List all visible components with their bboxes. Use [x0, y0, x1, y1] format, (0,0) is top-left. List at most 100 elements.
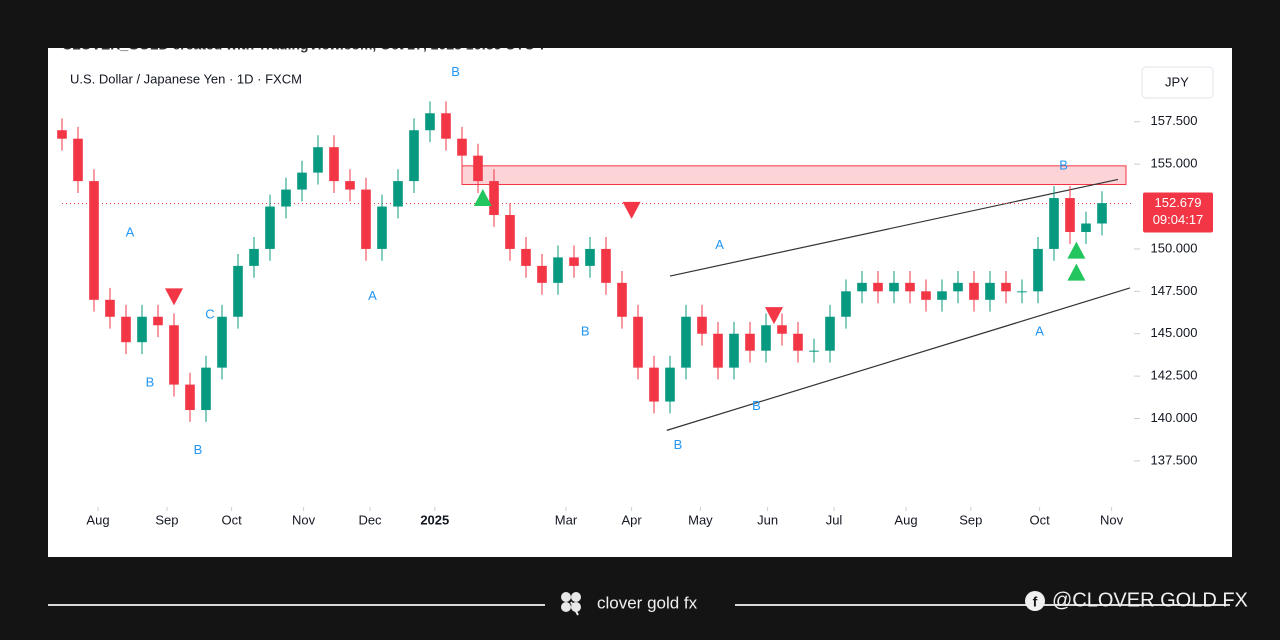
candle-body — [1033, 248, 1043, 292]
x-tick-label: Mar — [555, 512, 578, 527]
y-tick-label: 157.500 — [1151, 113, 1198, 128]
candle-body — [281, 189, 291, 207]
signal-marker — [1067, 263, 1086, 281]
candle-body — [361, 189, 371, 249]
candle-body — [1081, 223, 1091, 232]
handle: @CLOVER GOLD FX — [1052, 589, 1248, 611]
wave-label: B — [752, 398, 761, 413]
wave-label: B — [451, 64, 460, 79]
candle-body — [665, 367, 675, 402]
candle-body — [969, 282, 979, 300]
candle-body — [649, 367, 659, 402]
candle-body — [425, 113, 435, 131]
candle-body — [329, 147, 339, 182]
signal-marker — [473, 189, 492, 207]
chart-title: U.S. Dollar / Japanese Yen · 1D · FXCM — [70, 71, 302, 86]
wave-label: A — [1035, 323, 1044, 338]
y-tick-label: 155.000 — [1151, 156, 1198, 171]
wave-label: A — [715, 237, 724, 252]
candle-body — [841, 291, 851, 317]
candle-body — [809, 350, 819, 352]
y-tick-label: 142.500 — [1151, 368, 1198, 383]
candle-body — [569, 257, 579, 266]
candle-body — [105, 299, 115, 317]
candle-body — [873, 282, 883, 292]
clover-icon — [561, 592, 581, 616]
candle-body — [57, 130, 67, 139]
y-tick-label: 140.000 — [1151, 410, 1198, 425]
candle-body — [937, 291, 947, 300]
chart-panel — [48, 48, 1232, 557]
candle-body — [681, 316, 691, 368]
candle-body — [889, 282, 899, 292]
candle-body — [457, 138, 467, 156]
currency-box[interactable] — [1141, 66, 1214, 99]
x-tick-label: Oct — [221, 512, 242, 527]
candle-body — [697, 316, 707, 334]
x-tick-label: Oct — [1029, 512, 1050, 527]
last-price-box — [1143, 192, 1213, 233]
x-tick-label: Jun — [757, 512, 778, 527]
wave-label: B — [194, 442, 203, 457]
last-price-label: 152.679 — [1155, 195, 1202, 210]
candle-body — [745, 333, 755, 351]
signal-marker — [165, 288, 183, 306]
candle-body — [857, 282, 867, 292]
x-tick-label: Aug — [894, 512, 917, 527]
x-tick-label: Nov — [292, 512, 316, 527]
candle-body — [233, 265, 243, 317]
candle-body — [185, 384, 195, 411]
candle-body — [249, 248, 259, 266]
candle-body — [633, 316, 643, 368]
candle-body — [537, 265, 547, 283]
candle-body — [313, 147, 323, 173]
currency: JPY — [1165, 74, 1189, 89]
wave-label: A — [368, 288, 377, 303]
x-tick-label: 2025 — [420, 512, 449, 527]
candle-body — [729, 333, 739, 368]
wave-label: C — [205, 307, 214, 322]
signal-marker — [1067, 241, 1086, 259]
candle-body — [153, 316, 163, 326]
candle-body — [793, 333, 803, 351]
candle-body — [713, 333, 723, 368]
x-tick-label: Jul — [826, 512, 843, 527]
x-tick-label: Apr — [621, 512, 642, 527]
candle-body — [1097, 203, 1107, 224]
candle-body — [985, 282, 995, 300]
plot-area: CLOVER_GOLD created with TradingView.com… — [57, 37, 1134, 457]
candle-body — [601, 248, 611, 283]
brand: clover gold fx — [597, 593, 698, 612]
x-tick-label: Nov — [1100, 512, 1124, 527]
candle-body — [441, 113, 451, 139]
candle-body — [265, 206, 275, 249]
candle-body — [617, 282, 627, 317]
candle-body — [777, 325, 787, 334]
signal-marker — [765, 307, 783, 325]
candle-body — [297, 172, 307, 190]
wave-label: B — [581, 323, 590, 338]
candle-body — [521, 248, 531, 266]
candle-body — [345, 181, 355, 190]
candle-body — [137, 316, 147, 343]
candle-body — [761, 325, 771, 351]
facebook-icon: f — [1025, 591, 1045, 611]
y-tick-label: 137.500 — [1151, 452, 1198, 467]
signal-marker — [622, 201, 641, 219]
trendline — [669, 178, 1119, 277]
x-tick-label: Aug — [86, 512, 109, 527]
candle-body — [505, 215, 515, 249]
y-tick-label: 150.000 — [1151, 240, 1198, 255]
candle-body — [585, 248, 595, 266]
candle-body — [377, 206, 387, 249]
wave-label: B — [674, 437, 683, 452]
watermark: CLOVER_GOLD created with TradingView.com… — [62, 37, 547, 53]
trendline — [666, 287, 1131, 431]
candle-body — [473, 155, 483, 182]
candle-body — [1065, 198, 1075, 232]
x-tick-label: May — [688, 512, 713, 527]
candle-body — [905, 282, 915, 292]
candle-body — [121, 316, 131, 343]
